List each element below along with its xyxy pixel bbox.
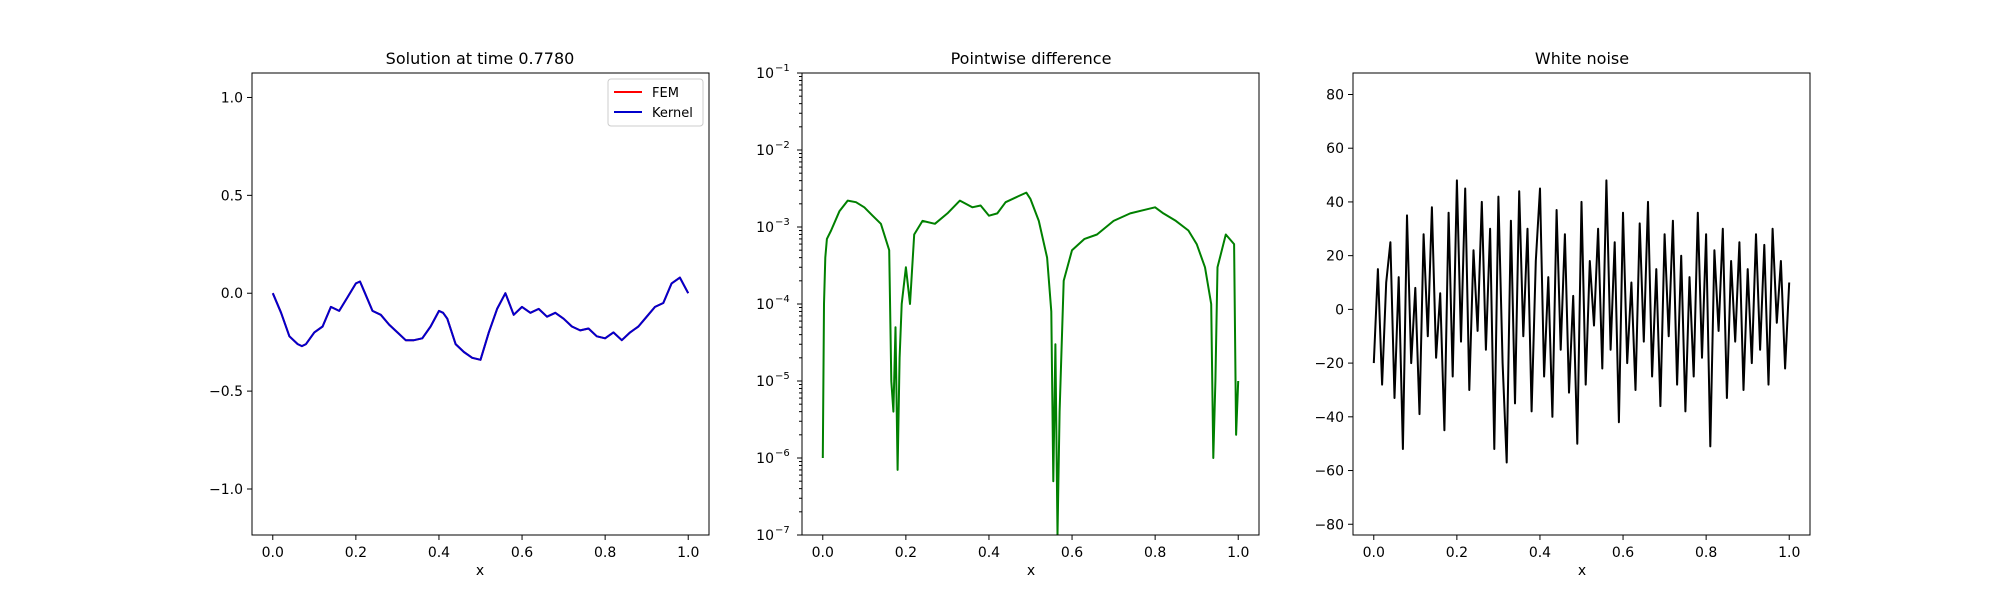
legend: FEM Kernel bbox=[607, 78, 704, 127]
x-tick-label: 0.2 bbox=[895, 545, 917, 561]
x-tick-label: 0.8 bbox=[594, 545, 616, 561]
x-tick-label: 0.6 bbox=[511, 545, 533, 561]
x-tick-label: 0.8 bbox=[1695, 545, 1717, 561]
y-tick-exponent: −6 bbox=[775, 448, 790, 459]
plot-frame bbox=[251, 72, 710, 536]
y-tick-label: 0.0 bbox=[221, 286, 243, 302]
y-tick-label: 40 bbox=[1326, 195, 1344, 211]
x-tick-label: 0.6 bbox=[1612, 545, 1634, 561]
x-tick-label: 0.4 bbox=[1529, 545, 1551, 561]
y-tick-exponent: −5 bbox=[775, 371, 790, 382]
y-tick-label: 10 bbox=[756, 143, 774, 159]
y-tick-label: 10 bbox=[756, 528, 774, 544]
y-tick-label: 10 bbox=[756, 374, 774, 390]
x-axis-label: x bbox=[1578, 563, 1586, 579]
chart-title: Solution at time 0.7780 bbox=[386, 49, 575, 68]
y-tick-label: 10 bbox=[756, 297, 774, 313]
legend-kernel-label: Kernel bbox=[652, 106, 693, 121]
difference-line bbox=[821, 191, 1240, 535]
kernel-line bbox=[271, 276, 690, 361]
x-tick-label: 1.0 bbox=[1778, 545, 1800, 561]
y-tick-label: 10 bbox=[756, 220, 774, 236]
y-tick-label: −80 bbox=[1314, 517, 1344, 533]
x-tick-label: 0.0 bbox=[812, 545, 834, 561]
legend-box bbox=[607, 78, 704, 127]
y-tick-label: 80 bbox=[1326, 87, 1344, 103]
chart-title: Pointwise difference bbox=[951, 49, 1112, 68]
y-tick-label: −40 bbox=[1314, 410, 1344, 426]
plot-frame bbox=[801, 72, 1260, 536]
y-tick-label: 10 bbox=[756, 451, 774, 467]
noise-chart: White noise 0.0 0.2 0.4 0.6 0.8 1.0 80 60 40 20 0 −… bbox=[1314, 49, 1811, 579]
plot-frame bbox=[1352, 72, 1811, 536]
y-tick-exponent: −2 bbox=[775, 140, 790, 151]
y-tick-label: 10 bbox=[756, 66, 774, 82]
y-tick-label: 60 bbox=[1326, 141, 1344, 157]
y-tick-label: −20 bbox=[1314, 356, 1344, 372]
y-tick-exponent: −7 bbox=[775, 525, 790, 536]
x-tick-label: 0.0 bbox=[262, 545, 284, 561]
y-tick-label: −60 bbox=[1314, 464, 1344, 480]
x-tick-label: 0.4 bbox=[428, 545, 450, 561]
x-tick-label: 0.2 bbox=[1446, 545, 1468, 561]
y-tick-label: 0.5 bbox=[221, 188, 243, 204]
plot-layer bbox=[1372, 179, 1791, 464]
x-tick-label: 1.0 bbox=[677, 545, 699, 561]
chart-title: White noise bbox=[1535, 49, 1629, 68]
x-tick-label: 0.0 bbox=[1363, 545, 1385, 561]
x-tick-label: 0.6 bbox=[1061, 545, 1083, 561]
x-axis-label: x bbox=[476, 563, 484, 579]
plot-layer bbox=[271, 276, 690, 361]
ticks-layer: 0.0 0.2 0.4 0.6 0.8 1.0 80 60 40 20 0 −20 −40 −60 −80 bbox=[1314, 87, 1800, 561]
legend-fem-label: FEM bbox=[652, 86, 679, 101]
x-axis-label: x bbox=[1027, 563, 1035, 579]
ticks-layer: 0.0 0.2 0.4 0.6 0.8 1.010−110−210−310−410−510… bbox=[756, 63, 1249, 561]
y-tick-exponent: −4 bbox=[775, 294, 790, 305]
y-tick-exponent: −3 bbox=[775, 217, 790, 228]
noise-line bbox=[1372, 179, 1791, 464]
x-tick-label: 1.0 bbox=[1227, 545, 1249, 561]
x-tick-label: 0.4 bbox=[978, 545, 1000, 561]
x-tick-label: 0.2 bbox=[345, 545, 367, 561]
y-tick-label: 1.0 bbox=[221, 90, 243, 106]
y-tick-label: −0.5 bbox=[209, 384, 243, 400]
ticks-layer: 0.0 0.2 0.4 0.6 0.8 1.0 1.0 0.5 0.0 −0.5 −1.0 bbox=[209, 90, 699, 561]
y-tick-label: 0 bbox=[1335, 302, 1344, 318]
y-tick-exponent: −1 bbox=[775, 63, 790, 74]
x-tick-label: 0.8 bbox=[1144, 545, 1166, 561]
y-tick-label: 20 bbox=[1326, 249, 1344, 265]
y-tick-label: −1.0 bbox=[209, 482, 243, 498]
plot-layer bbox=[821, 191, 1240, 535]
difference-chart: Pointwise difference 0.0 0.2 0.4 0.6 0.8 1.0 1… bbox=[756, 49, 1260, 579]
solution-chart: Solution at time 0.7780 0.0 0.2 0.4 0.6 0.8 1… bbox=[209, 49, 710, 579]
